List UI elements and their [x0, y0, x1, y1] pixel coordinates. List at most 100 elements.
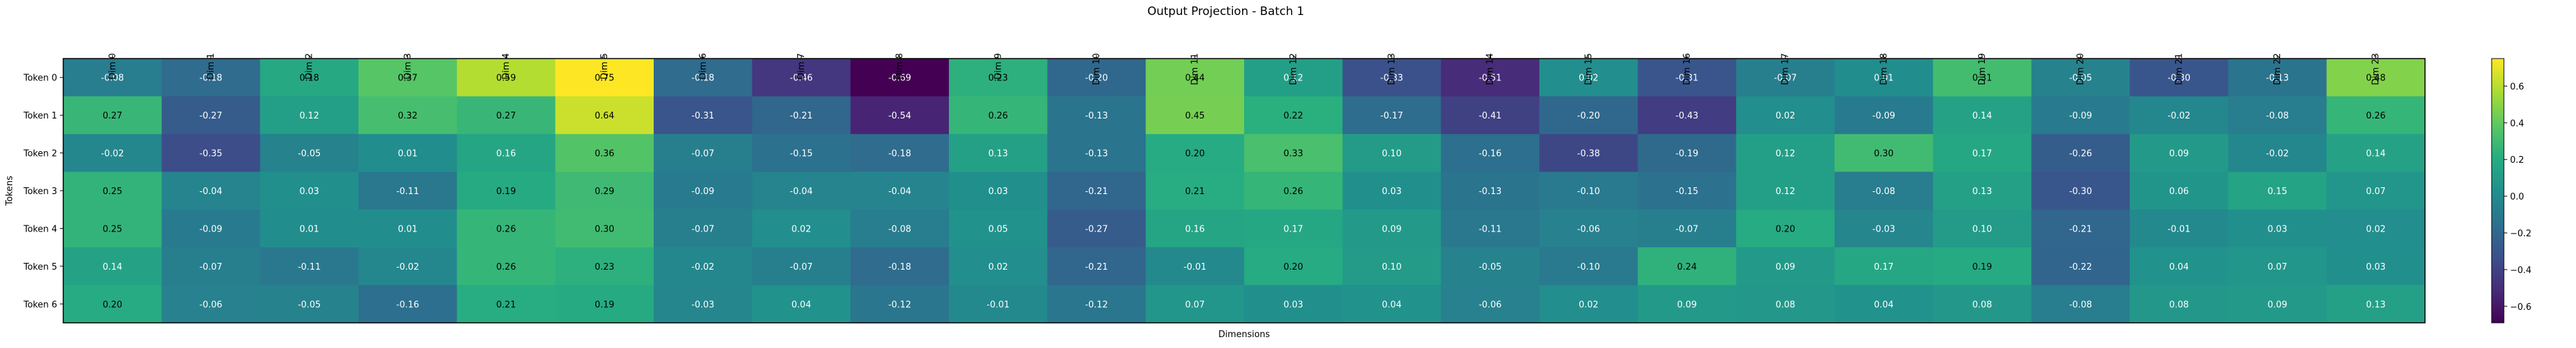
cell-value-label: -0.19 [1675, 149, 1699, 159]
heatmap-cell [260, 285, 359, 323]
cell-value-label: 0.14 [2366, 149, 2386, 159]
cell-value-label: 0.07 [2268, 262, 2288, 272]
cell-value-label: -0.03 [692, 300, 715, 310]
heatmap-cell [2130, 59, 2229, 97]
cell-value-label: 0.30 [1874, 149, 1894, 159]
heatmap-cell [2228, 133, 2327, 172]
cell-value-label: 0.32 [398, 111, 418, 121]
cell-value-label: 0.06 [2169, 187, 2189, 197]
cell-value-label: 0.17 [1874, 262, 1894, 272]
heatmap-cell [260, 209, 359, 248]
cell-value-label: 0.12 [1775, 187, 1795, 197]
x-tick-label: Dim 7 [797, 53, 807, 80]
heatmap-cell [1342, 59, 1441, 97]
cell-value-label: -0.12 [1085, 300, 1108, 310]
cell-value-label: 0.27 [497, 111, 516, 121]
heatmap-cell [1933, 96, 2032, 135]
heatmap-cell [752, 172, 851, 210]
colorbar-tick-label: 0.6 [2510, 82, 2524, 92]
heatmap-cell [1539, 172, 1639, 210]
cell-value-label: 0.18 [299, 74, 319, 84]
y-axis-ticks: Token 0 Token 1 Token 2 Token 3 Token 4 Token… [23, 74, 63, 310]
heatmap-cell [2326, 172, 2426, 210]
heatmap-cell [2326, 247, 2426, 286]
cell-value-label: -0.30 [2069, 187, 2092, 197]
cell-value-label: 0.22 [1284, 111, 1303, 121]
heatmap-cell [1047, 209, 1146, 248]
heatmap-cell [2130, 96, 2229, 135]
cell-value-label: 0.17 [1284, 224, 1303, 234]
cell-value-label: 0.02 [988, 262, 1008, 272]
heatmap-cell [1539, 133, 1639, 172]
cell-value-label: -0.11 [397, 187, 420, 197]
cell-value-label: 0.20 [1284, 262, 1303, 272]
heatmap-cell [1342, 172, 1441, 210]
cell-value-label: 0.05 [988, 224, 1008, 234]
cell-value-label: -0.43 [1675, 111, 1699, 121]
cell-value-label: 0.26 [988, 111, 1008, 121]
cell-value-label: -0.01 [1184, 262, 1207, 272]
heatmap-cell [1736, 59, 1835, 97]
heatmap-cell [555, 133, 654, 172]
heatmap-cell [752, 247, 851, 286]
cell-value-label: 0.37 [398, 74, 418, 84]
heatmap-cell [161, 285, 261, 323]
cell-value-label: -0.16 [397, 300, 420, 310]
heatmap-cell [1145, 172, 1245, 210]
cell-value-label: -0.18 [888, 262, 911, 272]
cell-value-label: 0.01 [1874, 74, 1894, 84]
cell-value-label: -0.07 [1774, 74, 1797, 84]
heatmap-cell [555, 209, 654, 248]
cell-value-label: 0.03 [1382, 187, 1402, 197]
cell-value-label: 0.10 [1382, 149, 1402, 159]
cell-value-label: -0.07 [199, 262, 222, 272]
heatmap-cell [752, 209, 851, 248]
heatmap-cell [2130, 209, 2229, 248]
cell-value-label: -0.27 [199, 111, 222, 121]
heatmap-cell [63, 172, 163, 210]
cell-value-label: -0.02 [397, 262, 420, 272]
cell-value-label: 0.12 [1284, 74, 1303, 84]
heatmap-cell [358, 247, 458, 286]
cell-value-label: -0.05 [2069, 74, 2092, 84]
cell-value-label: 0.25 [103, 187, 122, 197]
cell-value-label: -0.27 [1085, 224, 1108, 234]
heatmap-cell [456, 96, 556, 135]
cell-value-label: -0.03 [1873, 224, 1896, 234]
heatmap-cell [1244, 209, 1343, 248]
heatmap-cell [2326, 209, 2426, 248]
heatmap-cell [1736, 96, 1835, 135]
heatmap-cell [1244, 285, 1343, 323]
x-axis-ticks: Dim 0 Dim 1 Dim 2 Dim 3 Dim 4 Dim 5 Dim 6 Dim 7… [107, 53, 2381, 85]
heatmap-cell [949, 133, 1048, 172]
heatmap-cell [949, 209, 1048, 248]
heatmap-cell [555, 59, 654, 97]
cell-value-label: -0.08 [888, 224, 911, 234]
heatmap-cell [1244, 172, 1343, 210]
heatmap-cell [752, 59, 851, 97]
cell-value-label: -0.02 [2168, 111, 2191, 121]
cell-value-label: -0.13 [1085, 111, 1108, 121]
cell-value-label: 0.03 [988, 187, 1008, 197]
heatmap-cell [1933, 247, 2032, 286]
heatmap-cell [1441, 59, 1540, 97]
cell-value-label: -0.02 [101, 149, 124, 159]
heatmap-cell [161, 172, 261, 210]
heatmap-cell [1441, 247, 1540, 286]
cell-value-label: -0.07 [1675, 224, 1699, 234]
cell-value-label: -0.41 [1479, 111, 1502, 121]
heatmap-cell [654, 172, 753, 210]
cell-value-label: -0.16 [1479, 149, 1502, 159]
cell-value-label: 0.03 [299, 187, 319, 197]
cell-value-label: -0.02 [2266, 149, 2289, 159]
cell-value-label: 0.20 [103, 300, 122, 310]
heatmap-cell [2130, 247, 2229, 286]
cell-value-label: 0.26 [1284, 187, 1303, 197]
cell-value-label: -0.13 [1479, 187, 1502, 197]
cell-value-label: 0.13 [1973, 187, 1992, 197]
cell-value-label: 0.21 [497, 300, 516, 310]
heatmap-cell [1637, 133, 1737, 172]
x-tick-label: Dim 20 [2076, 53, 2086, 85]
cell-value-label: -0.22 [2069, 262, 2092, 272]
